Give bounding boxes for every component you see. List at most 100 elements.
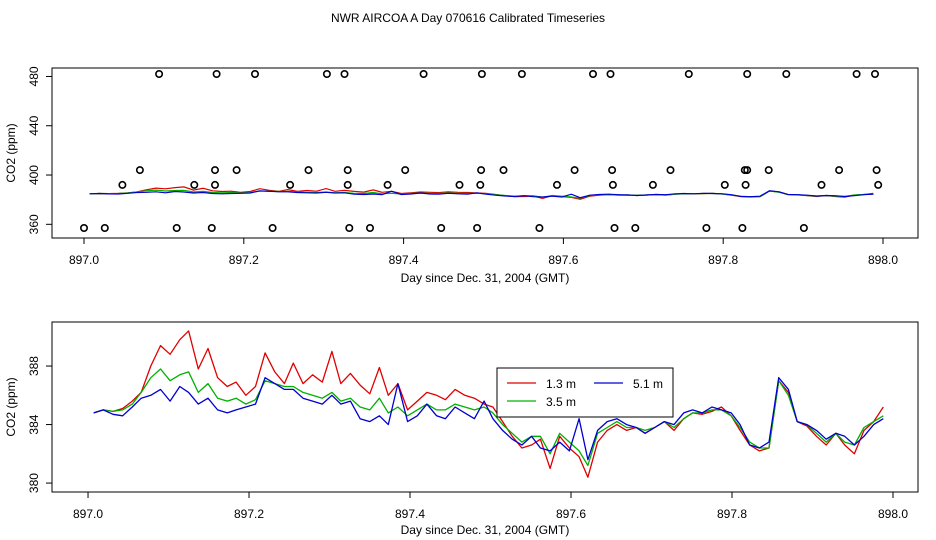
bottom-x-axis-title: Day since Dec. 31, 2004 (GMT) bbox=[401, 523, 570, 537]
top-x-axis: 897.0 897.2 897.4 897.6 897.8 898.0 bbox=[69, 238, 898, 267]
bottom-xtick-label: 897.0 bbox=[73, 507, 103, 521]
calibration-point bbox=[345, 224, 354, 233]
calibration-point bbox=[764, 166, 773, 175]
calibration-point bbox=[118, 180, 127, 189]
calibration-point bbox=[782, 70, 791, 79]
series-line-5-1-m bbox=[93, 377, 884, 461]
calibration-point bbox=[419, 70, 428, 79]
bottom-panel: 380 384 388 897.0 897.2 897.4 897.6 897.8 898.0… bbox=[4, 321, 919, 537]
calibration-point bbox=[608, 166, 617, 175]
calibration-point bbox=[608, 180, 617, 189]
calibration-point bbox=[738, 224, 747, 233]
top-y-axis-title: CO2 (ppm) bbox=[4, 123, 18, 182]
calibration-point bbox=[455, 180, 464, 189]
calibration-point bbox=[476, 180, 485, 189]
calibration-point bbox=[437, 224, 446, 233]
calibration-point bbox=[720, 180, 729, 189]
top-calibration-points bbox=[80, 70, 883, 233]
chart-title: NWR AIRCOA A Day 070616 Calibrated Times… bbox=[331, 11, 605, 25]
calibration-point bbox=[207, 224, 216, 233]
series-line-3-5-m bbox=[93, 368, 884, 467]
bottom-xtick-label: 897.8 bbox=[717, 507, 747, 521]
top-xtick-label: 897.4 bbox=[389, 253, 419, 267]
calibration-point bbox=[80, 224, 89, 233]
calibration-point bbox=[211, 166, 220, 175]
calibration-point bbox=[473, 224, 482, 233]
bottom-y-axis: 380 384 388 bbox=[27, 356, 53, 493]
top-ytick-label: 440 bbox=[27, 115, 41, 135]
bottom-xtick-label: 897.2 bbox=[234, 507, 264, 521]
calibration-point bbox=[268, 224, 277, 233]
calibration-point bbox=[872, 166, 881, 175]
top-series-lines bbox=[89, 186, 874, 200]
top-xtick-label: 897.6 bbox=[548, 253, 578, 267]
calibration-point bbox=[631, 224, 640, 233]
calibration-point bbox=[172, 224, 181, 233]
calibration-point bbox=[343, 180, 352, 189]
legend-label-5-1m: 5.1 m bbox=[633, 377, 663, 391]
calibration-point bbox=[190, 180, 199, 189]
calibration-point bbox=[552, 180, 561, 189]
top-xtick-label: 897.8 bbox=[708, 253, 738, 267]
calibration-point bbox=[570, 166, 579, 175]
top-plot-frame bbox=[51, 67, 919, 239]
bottom-xtick-label: 897.6 bbox=[556, 507, 586, 521]
calibration-point bbox=[740, 166, 749, 175]
calibration-point bbox=[852, 70, 861, 79]
calibration-point bbox=[365, 224, 374, 233]
calibration-point bbox=[343, 166, 352, 175]
calibration-point bbox=[155, 70, 164, 79]
calibration-point bbox=[835, 166, 844, 175]
calibration-point bbox=[870, 70, 879, 79]
calibration-point bbox=[610, 224, 619, 233]
calibration-point bbox=[588, 70, 597, 79]
top-ytick-label: 480 bbox=[27, 66, 41, 86]
calibration-point bbox=[606, 70, 615, 79]
calibration-point bbox=[874, 180, 883, 189]
calibration-point bbox=[286, 180, 295, 189]
top-ytick-label: 360 bbox=[27, 214, 41, 234]
calibration-point bbox=[799, 224, 808, 233]
top-xtick-label: 897.2 bbox=[229, 253, 259, 267]
calibration-point bbox=[322, 70, 331, 79]
calibration-point bbox=[477, 166, 486, 175]
calibration-point bbox=[743, 70, 752, 79]
bottom-series-lines bbox=[93, 330, 884, 478]
calibration-point bbox=[232, 166, 241, 175]
legend-label-1-3m: 1.3 m bbox=[546, 377, 576, 391]
top-xtick-label: 897.0 bbox=[69, 253, 99, 267]
bottom-ytick-label: 388 bbox=[27, 356, 41, 376]
bottom-y-axis-title: CO2 (ppm) bbox=[4, 377, 18, 436]
calibration-point bbox=[702, 224, 711, 233]
bottom-ytick-label: 384 bbox=[27, 414, 41, 434]
top-y-axis: 360 400 440 480 bbox=[27, 66, 53, 234]
calibration-point bbox=[251, 70, 260, 79]
top-xtick-label: 898.0 bbox=[868, 253, 898, 267]
calibration-point bbox=[743, 166, 752, 175]
bottom-x-axis: 897.0 897.2 897.4 897.6 897.8 898.0 bbox=[73, 492, 908, 521]
bottom-xtick-label: 897.4 bbox=[395, 507, 425, 521]
calibration-point bbox=[477, 70, 486, 79]
calibration-point bbox=[741, 180, 750, 189]
bottom-ytick-label: 380 bbox=[27, 473, 41, 493]
top-x-axis-title: Day since Dec. 31, 2004 (GMT) bbox=[401, 271, 570, 285]
calibration-point bbox=[401, 166, 410, 175]
calibration-point bbox=[817, 180, 826, 189]
calibration-point bbox=[499, 166, 508, 175]
calibration-point bbox=[135, 166, 144, 175]
calibration-point bbox=[383, 180, 392, 189]
bottom-xtick-label: 898.0 bbox=[878, 507, 908, 521]
calibration-point bbox=[100, 224, 109, 233]
top-ytick-label: 400 bbox=[27, 165, 41, 185]
legend: 1.3 m 5.1 m 3.5 m bbox=[496, 367, 674, 418]
legend-label-3-5m: 3.5 m bbox=[546, 395, 576, 409]
calibration-point bbox=[211, 180, 220, 189]
calibration-point bbox=[666, 166, 675, 175]
calibration-point bbox=[340, 70, 349, 79]
calibration-point bbox=[684, 70, 693, 79]
top-series-line-5-1-m bbox=[89, 190, 874, 199]
calibration-point bbox=[517, 70, 526, 79]
calibration-point bbox=[535, 224, 544, 233]
